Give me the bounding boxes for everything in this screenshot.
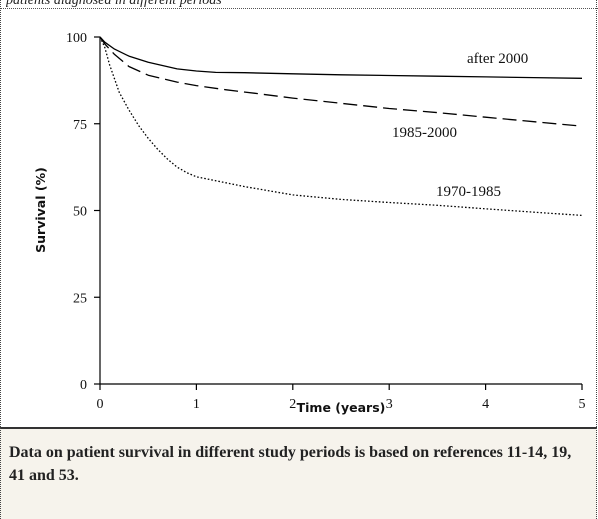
series-label-1970-1985: 1970-1985: [436, 184, 501, 200]
x-tick-label: 3: [386, 397, 393, 412]
top-text-fragment: patients diagnosed in different periods: [6, 0, 222, 8]
top-divider: [1, 8, 598, 9]
caption-panel: Data on patient survival in different st…: [0, 427, 597, 519]
series-layer: [99, 36, 583, 217]
y-axis-title: Survival (%): [33, 167, 48, 253]
x-tick-label: 4: [482, 397, 489, 412]
x-tick-label: 2: [289, 397, 296, 412]
figure-caption: Data on patient survival in different st…: [9, 444, 572, 484]
y-tick-label: 75: [73, 118, 87, 133]
y-tick-label: 0: [80, 378, 87, 393]
y-tick-label: 50: [73, 205, 87, 220]
series-label-after-2000: after 2000: [467, 51, 528, 67]
x-tick-label: 1: [193, 397, 200, 412]
series-line-after-2000: [99, 36, 583, 79]
y-tick-label: 100: [66, 31, 87, 46]
y-tick-label: 25: [73, 291, 87, 306]
x-tick-label: 0: [97, 397, 104, 412]
series-line-1985-2000: [99, 36, 583, 127]
figure-panel: patients diagnosed in different periods …: [0, 0, 598, 427]
series-line-1970-1985: [99, 36, 583, 217]
series-label-1985-2000: 1985-2000: [392, 125, 457, 141]
x-tick-label: 5: [579, 397, 586, 412]
x-axis-title: Time (years): [297, 400, 386, 415]
